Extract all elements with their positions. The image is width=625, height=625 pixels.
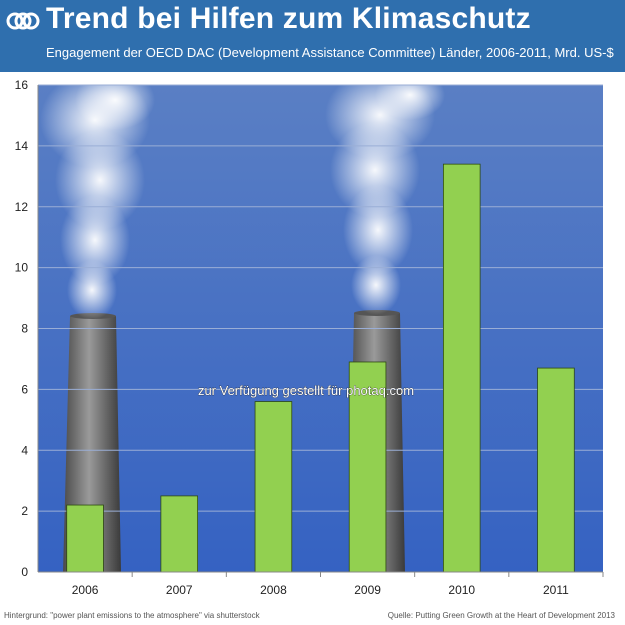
bar-2006 [66, 504, 104, 573]
bar-2007 [160, 495, 199, 573]
x-tick-label: 2006 [72, 583, 99, 597]
bars [66, 163, 575, 573]
bar-2009 [348, 361, 387, 573]
y-tick-label: 8 [21, 322, 28, 336]
y-tick-label: 2 [21, 504, 28, 518]
y-axis-ticks: 0 2 4 6 8 10 12 14 16 [15, 78, 29, 579]
x-tick-label: 2011 [543, 583, 569, 597]
y-tick-label: 12 [15, 200, 29, 214]
footer-background-credit: Hintergrund: "power plant emissions to t… [4, 611, 260, 620]
bar-2011 [537, 367, 575, 573]
y-tick-label: 14 [15, 139, 29, 153]
header-banner: Trend bei Hilfen zum Klimaschutz Engagem… [0, 0, 625, 72]
x-tick-label: 2009 [354, 583, 381, 597]
oecd-logo-icon [6, 12, 40, 30]
x-tick-label: 2010 [448, 583, 475, 597]
x-tick-label: 2008 [260, 583, 287, 597]
chart-title: Trend bei Hilfen zum Klimaschutz [46, 2, 531, 35]
chart-subtitle: Engagement der OECD DAC (Development Ass… [46, 45, 614, 60]
x-axis-ticks: 2006 2007 2008 2009 2010 2011 [72, 572, 604, 597]
x-tick-label: 2007 [166, 583, 193, 597]
y-tick-label: 16 [15, 78, 29, 92]
footer-source: Quelle: Putting Green Growth at the Hear… [387, 611, 615, 620]
watermark: zur Verfügung gestellt für photaq.com [198, 383, 414, 398]
bar-2010 [442, 163, 481, 573]
y-tick-label: 4 [21, 443, 28, 457]
bar-chart: 0 2 4 6 8 10 12 14 16 2006 2007 2008 2009 2010 2011 z… [15, 72, 604, 597]
bar-2008 [254, 401, 293, 573]
gridlines [38, 84, 603, 512]
y-tick-label: 10 [15, 261, 29, 275]
y-tick-label: 6 [21, 382, 28, 396]
y-tick-label: 0 [21, 565, 28, 579]
smoke-plume-left [40, 72, 155, 320]
